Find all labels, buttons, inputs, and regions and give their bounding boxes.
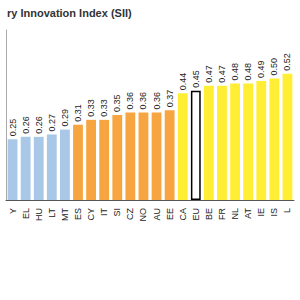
svg-text:ES: ES xyxy=(73,208,83,220)
svg-text:CZ: CZ xyxy=(125,208,135,220)
svg-text:0.47: 0.47 xyxy=(204,65,214,83)
svg-text:0.52: 0.52 xyxy=(282,53,292,71)
svg-text:LT: LT xyxy=(47,208,57,218)
svg-text:AU: AU xyxy=(152,208,162,221)
svg-text:NL: NL xyxy=(230,208,240,220)
svg-text:EE: EE xyxy=(165,208,175,220)
svg-text:0.48: 0.48 xyxy=(243,63,253,81)
svg-text:0.25: 0.25 xyxy=(8,119,18,137)
svg-text:CY: CY xyxy=(86,208,96,221)
svg-text:0.29: 0.29 xyxy=(60,109,70,127)
svg-text:0.49: 0.49 xyxy=(256,60,266,78)
svg-text:0.48: 0.48 xyxy=(230,63,240,81)
svg-text:Y: Y xyxy=(8,208,18,214)
svg-text:0.31: 0.31 xyxy=(73,104,83,122)
svg-text:0.47: 0.47 xyxy=(217,65,227,83)
svg-text:0.35: 0.35 xyxy=(112,94,122,112)
svg-text:L: L xyxy=(282,208,292,213)
svg-text:FR: FR xyxy=(217,208,227,220)
svg-text:0.26: 0.26 xyxy=(34,116,44,134)
svg-text:0.45: 0.45 xyxy=(191,70,201,88)
svg-text:EU: EU xyxy=(191,208,201,221)
svg-text:SI: SI xyxy=(112,208,122,217)
svg-text:NO: NO xyxy=(138,208,148,222)
svg-text:IT: IT xyxy=(99,207,109,216)
svg-text:MT: MT xyxy=(60,208,70,221)
svg-text:0.37: 0.37 xyxy=(165,90,175,108)
svg-text:0.50: 0.50 xyxy=(269,58,279,76)
svg-text:CA: CA xyxy=(178,208,188,221)
svg-text:IE: IE xyxy=(256,208,266,217)
svg-text:HU: HU xyxy=(34,208,44,221)
svg-text:0.36: 0.36 xyxy=(152,92,162,110)
svg-text:BE: BE xyxy=(204,208,214,220)
svg-text:EL: EL xyxy=(21,208,31,219)
svg-text:0.33: 0.33 xyxy=(86,99,96,117)
svg-text:ry Innovation Index (SII): ry Innovation Index (SII) xyxy=(7,7,132,19)
svg-text:0.36: 0.36 xyxy=(125,92,135,110)
svg-text:0.36: 0.36 xyxy=(138,92,148,110)
svg-text:0.26: 0.26 xyxy=(21,116,31,134)
svg-text:AT: AT xyxy=(243,208,253,219)
svg-text:0.44: 0.44 xyxy=(178,73,188,91)
svg-text:0.33: 0.33 xyxy=(99,99,109,117)
svg-text:0.27: 0.27 xyxy=(47,114,57,132)
svg-text:IS: IS xyxy=(269,208,279,217)
